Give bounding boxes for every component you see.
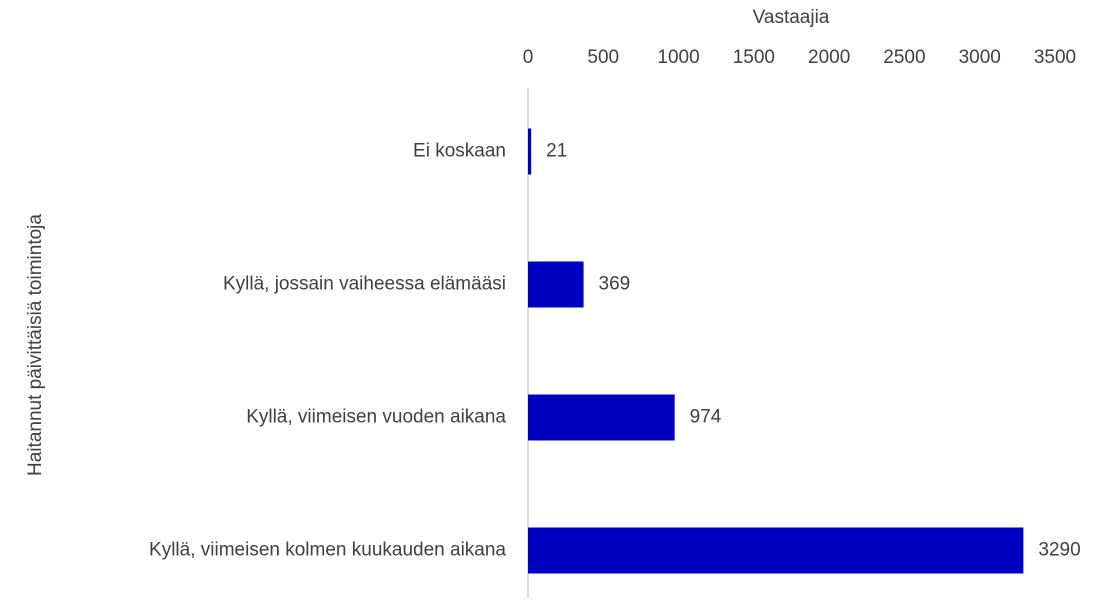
data-label: 21 [546, 141, 567, 162]
bar [528, 261, 584, 308]
bar [528, 128, 532, 175]
y-tick-label: Ei koskaan [413, 141, 506, 162]
y-axis-title: Haitannut päivittäisiä toimintoja [25, 214, 46, 476]
y-tick-label: Kyllä, viimeisen kolmen kuukauden aikana [149, 540, 506, 561]
x-tick-label: 500 [587, 47, 619, 68]
data-label: 3290 [1038, 540, 1080, 561]
x-tick-label: 2000 [808, 47, 850, 68]
data-label: 974 [690, 407, 722, 428]
x-tick-label: 3000 [959, 47, 1001, 68]
bar [528, 527, 1024, 574]
x-tick-label: 1500 [733, 47, 775, 68]
y-tick-label: Kyllä, jossain vaiheessa elämääsi [223, 274, 506, 295]
data-label: 369 [599, 274, 631, 295]
x-tick-label: 1000 [657, 47, 699, 68]
x-tick-label: 2500 [883, 47, 925, 68]
y-tick-label: Kyllä, viimeisen vuoden aikana [246, 407, 506, 428]
bar [528, 394, 675, 441]
x-tick-label: 0 [523, 47, 534, 68]
x-tick-label: 3500 [1034, 47, 1076, 68]
x-axis-title: Vastaajia [753, 7, 830, 28]
